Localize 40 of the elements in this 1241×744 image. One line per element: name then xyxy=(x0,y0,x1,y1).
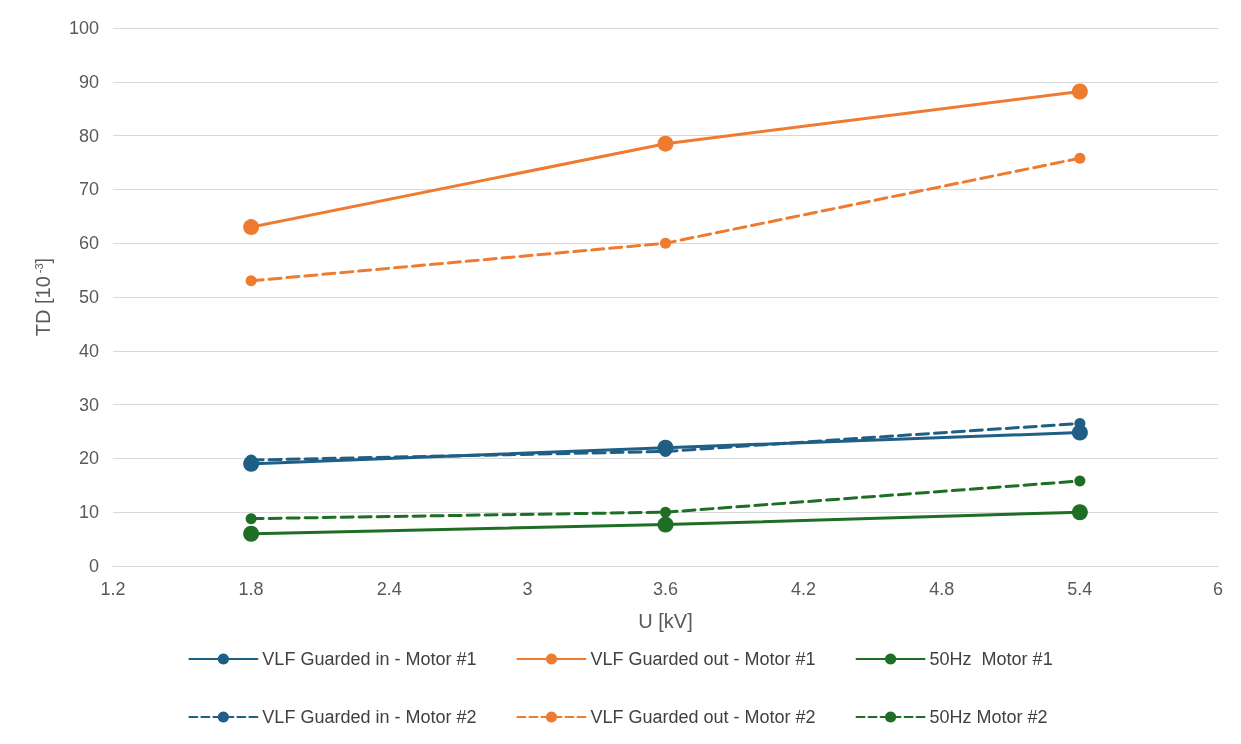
y-tick-label: 40 xyxy=(78,340,99,361)
x-tick-label: 2.4 xyxy=(376,579,402,599)
legend-label: 50Hz Motor #2 xyxy=(929,707,1048,727)
point xyxy=(245,513,257,525)
x-tick-label: 6 xyxy=(1212,579,1224,599)
x-tick-label: 3.6 xyxy=(652,579,679,599)
y-tick-label: 80 xyxy=(78,125,99,146)
y-tick-label: 10 xyxy=(78,502,99,523)
point xyxy=(245,275,257,287)
y-axis-title: TD [10-3] xyxy=(32,257,54,337)
x-tick-label: 5.4 xyxy=(1067,579,1093,599)
y-tick-label: 30 xyxy=(78,394,99,415)
y-tick-label: 20 xyxy=(78,448,99,469)
y-tick-label: 70 xyxy=(78,179,99,200)
x-tick-label: 1.8 xyxy=(238,579,264,599)
legend-label: VLF Guarded out - Motor #1 xyxy=(590,649,816,669)
point xyxy=(1074,475,1086,487)
point xyxy=(1071,83,1088,100)
x-tick-label: 4.2 xyxy=(791,579,817,599)
y-tick-label: 100 xyxy=(68,18,99,38)
point xyxy=(1074,152,1086,164)
x-tick-label: 3 xyxy=(522,579,533,599)
legend-label: VLF Guarded in - Motor #2 xyxy=(262,707,477,727)
y-tick-label: 60 xyxy=(78,233,99,254)
point xyxy=(243,219,260,236)
y-tick-label: 0 xyxy=(88,556,99,576)
point xyxy=(657,516,674,533)
x-tick-label: 4.8 xyxy=(929,579,955,599)
legend-label: 50Hz Motor #1 xyxy=(929,649,1053,669)
x-tick-label: 1.2 xyxy=(100,579,126,599)
legend-label: VLF Guarded out - Motor #2 xyxy=(590,707,816,727)
x-axis-title: U [kV] xyxy=(638,610,693,632)
y-tick-label: 90 xyxy=(78,71,99,92)
point xyxy=(657,135,674,152)
y-tick-label: 50 xyxy=(78,287,99,307)
point xyxy=(660,237,671,249)
point xyxy=(1071,504,1088,521)
point xyxy=(243,525,260,542)
point xyxy=(660,506,671,518)
legend-label: VLF Guarded in - Motor #1 xyxy=(262,649,477,669)
